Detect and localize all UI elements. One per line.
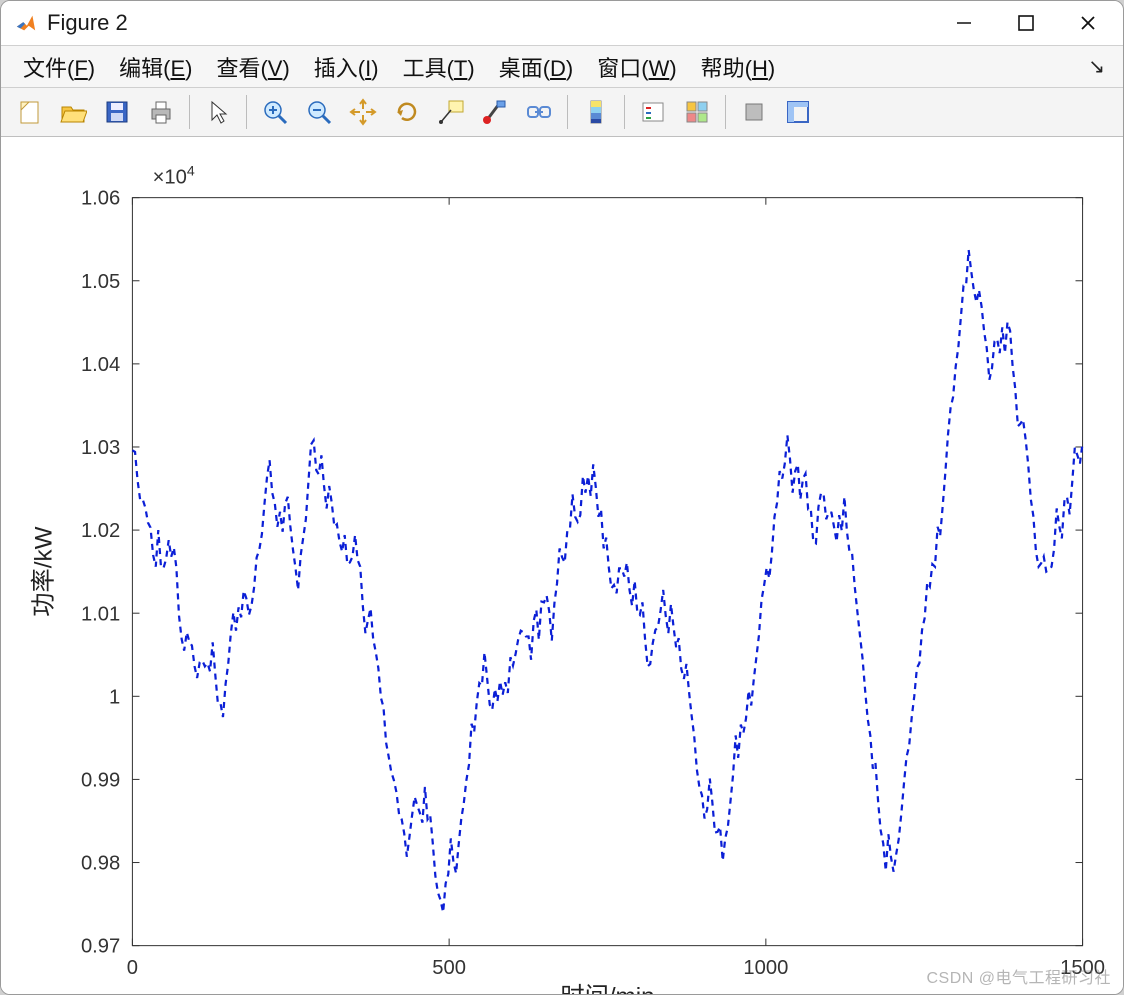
menu-w[interactable]: 窗口(W) xyxy=(585,49,688,85)
axes-area: 0.97 0.98 0.99 1 1.01 1.02 1.03 1.04 1.05 1.06 0 50… xyxy=(1,137,1123,994)
print-icon[interactable] xyxy=(139,92,183,132)
pointer-icon[interactable] xyxy=(196,92,240,132)
data-cursor-icon[interactable] xyxy=(429,92,473,132)
toolbar-separator xyxy=(189,95,190,129)
brush-icon[interactable] xyxy=(473,92,517,132)
svg-text:×104: ×104 xyxy=(153,162,195,188)
maximize-button[interactable] xyxy=(995,1,1057,45)
svg-text:1.04: 1.04 xyxy=(81,354,120,376)
menu-e[interactable]: 编辑(E) xyxy=(107,49,204,85)
svg-text:0: 0 xyxy=(127,957,138,979)
svg-text:1000: 1000 xyxy=(743,957,788,979)
svg-text:500: 500 xyxy=(432,957,466,979)
save-icon[interactable] xyxy=(95,92,139,132)
toolbar-separator xyxy=(725,95,726,129)
figure-toolbar xyxy=(1,88,1123,137)
title-bar: Figure 2 xyxy=(1,1,1123,46)
svg-text:1.03: 1.03 xyxy=(81,437,120,459)
toolbar-separator xyxy=(567,95,568,129)
toolbar-separator xyxy=(246,95,247,129)
svg-text:1.05: 1.05 xyxy=(81,271,120,293)
legend-icon[interactable] xyxy=(631,92,675,132)
pan-icon[interactable] xyxy=(341,92,385,132)
figure-window: Figure 2 文件(F)编辑(E)查看(V)插入(I)工具(T)桌面(D)窗… xyxy=(0,0,1124,995)
menu-d[interactable]: 桌面(D) xyxy=(487,49,586,85)
zoom-in-icon[interactable] xyxy=(253,92,297,132)
svg-text:0.99: 0.99 xyxy=(81,769,120,791)
matlab-app-icon xyxy=(15,12,37,34)
menu-bar: 文件(F)编辑(E)查看(V)插入(I)工具(T)桌面(D)窗口(W)帮助(H)… xyxy=(1,46,1123,88)
hide-plot-tools-icon[interactable] xyxy=(732,92,776,132)
minimize-button[interactable] xyxy=(933,1,995,45)
dock-arrow-icon[interactable]: ↘ xyxy=(1088,54,1113,79)
toolbar-separator xyxy=(624,95,625,129)
svg-text:1.02: 1.02 xyxy=(81,520,120,542)
link-icon[interactable] xyxy=(517,92,561,132)
svg-text:0.97: 0.97 xyxy=(81,936,120,958)
menu-t[interactable]: 工具(T) xyxy=(391,49,487,85)
menu-f[interactable]: 文件(F) xyxy=(11,49,107,85)
new-figure-icon[interactable] xyxy=(7,92,51,132)
close-button[interactable] xyxy=(1057,1,1119,45)
menu-i[interactable]: 插入(I) xyxy=(302,49,391,85)
svg-text:功率/kW: 功率/kW xyxy=(31,526,58,616)
svg-text:1.06: 1.06 xyxy=(81,188,120,210)
show-plot-tools-icon[interactable] xyxy=(776,92,820,132)
subplot-icon[interactable] xyxy=(675,92,719,132)
window-title: Figure 2 xyxy=(47,10,933,36)
rotate-icon[interactable] xyxy=(385,92,429,132)
svg-text:0.98: 0.98 xyxy=(81,852,120,874)
colorbar-icon[interactable] xyxy=(574,92,618,132)
watermark-text: CSDN @电气工程研习社 xyxy=(926,964,1111,988)
menu-v[interactable]: 查看(V) xyxy=(204,49,301,85)
svg-text:1.01: 1.01 xyxy=(81,603,120,625)
menu-h[interactable]: 帮助(H) xyxy=(689,49,788,85)
zoom-out-icon[interactable] xyxy=(297,92,341,132)
svg-text:时间/min: 时间/min xyxy=(560,983,654,994)
open-icon[interactable] xyxy=(51,92,95,132)
svg-text:1: 1 xyxy=(109,686,120,708)
